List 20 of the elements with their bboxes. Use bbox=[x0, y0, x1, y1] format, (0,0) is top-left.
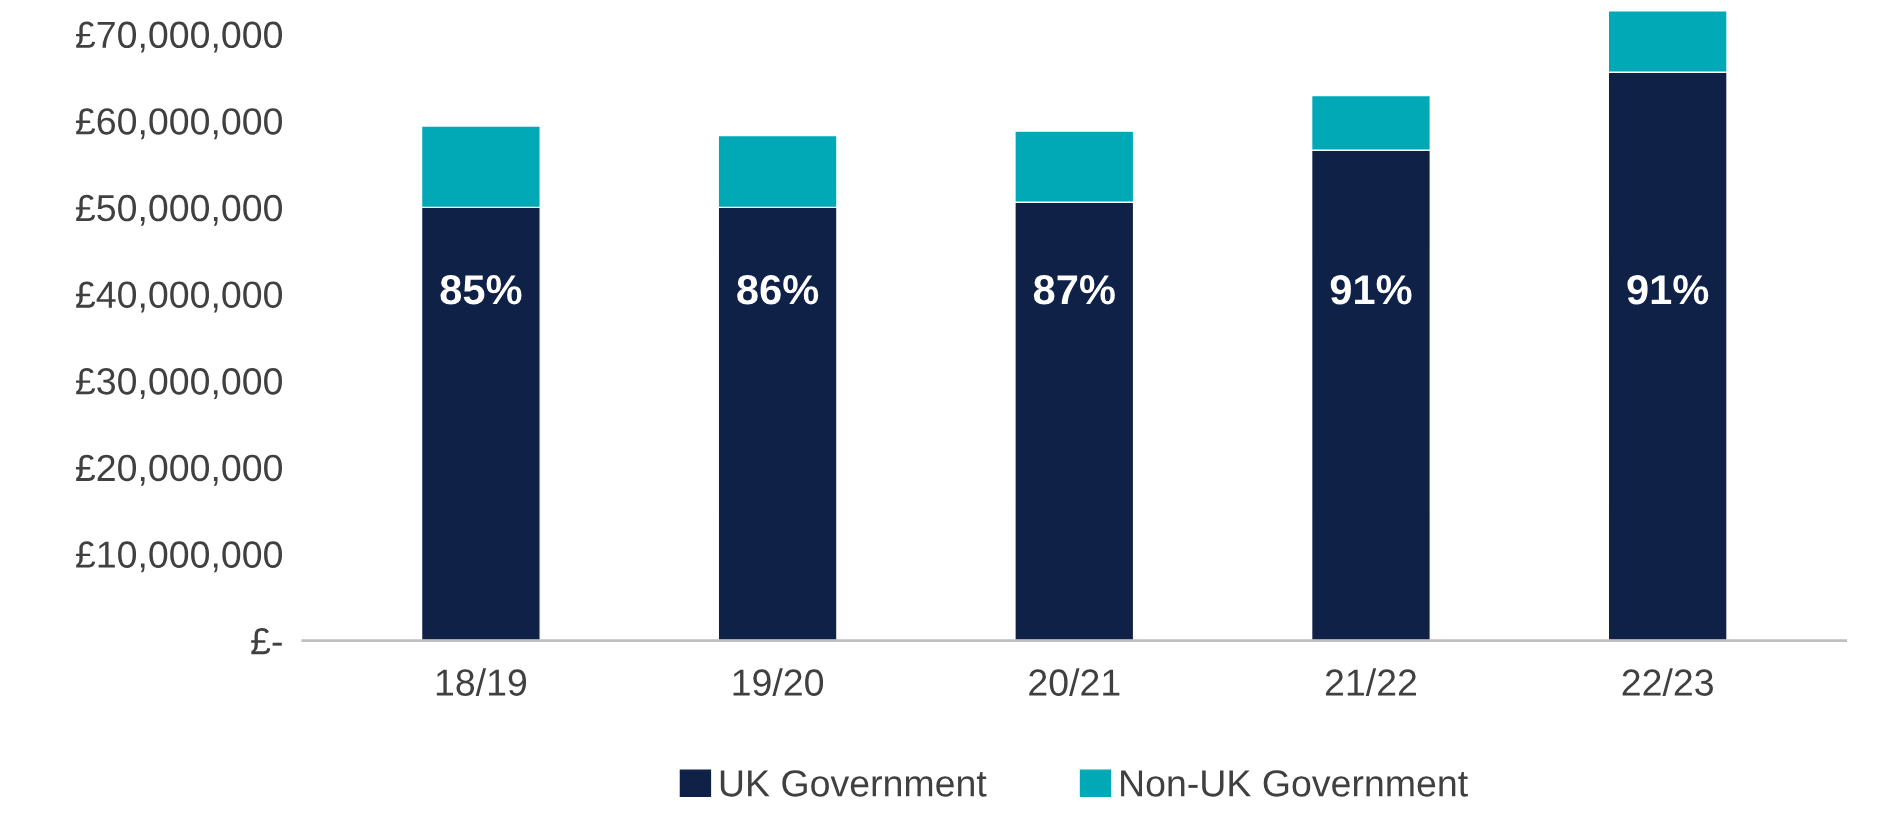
annotation: 85% bbox=[440, 275, 522, 305]
y-tick-label: £30,000,000 bbox=[75, 368, 282, 400]
y-tick-label: £- bbox=[251, 627, 282, 655]
y-tick-label: £50,000,000 bbox=[75, 194, 282, 226]
annotation: 91% bbox=[1330, 275, 1412, 305]
x-tick-label: 21/22 bbox=[1325, 668, 1417, 696]
legend-label: Non-UK Government bbox=[1121, 770, 1468, 797]
y-tick-label: £10,000,000 bbox=[75, 541, 282, 573]
annotation: 91% bbox=[1627, 275, 1709, 305]
x-tick-label: 18/19 bbox=[436, 668, 527, 696]
legend-label: UK Government bbox=[720, 770, 987, 797]
y-tick-label: £40,000,000 bbox=[75, 281, 282, 313]
y-tick-label: £20,000,000 bbox=[75, 454, 282, 486]
annotation: 86% bbox=[737, 275, 819, 305]
x-tick-label: 22/23 bbox=[1622, 668, 1713, 696]
y-tick-label: £60,000,000 bbox=[75, 108, 282, 140]
x-tick-label: 20/21 bbox=[1029, 668, 1120, 696]
y-tick-label: £70,000,000 bbox=[75, 21, 282, 53]
x-tick-label: 19/20 bbox=[733, 668, 824, 696]
annotation: 87% bbox=[1033, 275, 1115, 305]
